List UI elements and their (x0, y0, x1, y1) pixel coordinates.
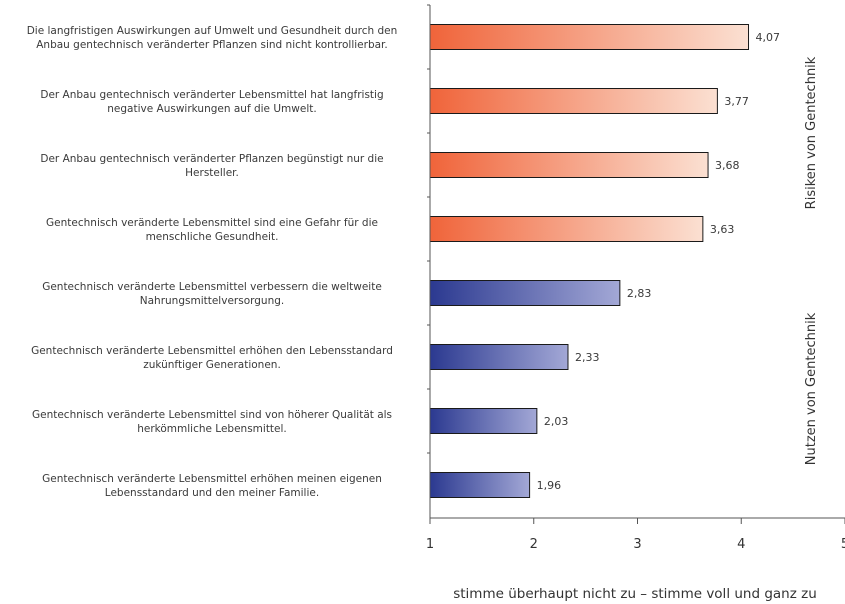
bar (429, 408, 538, 434)
category-label: Gentechnisch veränderte Lebensmittel sin… (32, 409, 392, 435)
group-label: Nutzen von Gentechnik (804, 312, 819, 465)
category-label-line: menschliche Gesundheit. (146, 231, 279, 243)
category-label-line: herkömmliche Lebensmittel. (137, 423, 287, 435)
bar (429, 216, 704, 242)
bar (429, 280, 621, 306)
category-label-line: Gentechnisch veränderte Lebensmittel sin… (32, 409, 392, 421)
value-label: 3,63 (710, 223, 735, 236)
category-label-line: Der Anbau gentechnisch veränderter Leben… (40, 89, 383, 101)
value-label: 3,77 (724, 95, 749, 108)
bar (429, 472, 531, 498)
bars-layer (429, 24, 750, 498)
category-label-line: Gentechnisch veränderte Lebensmittel ver… (42, 281, 382, 293)
x-axis-label: stimme überhaupt nicht zu – stimme voll … (453, 586, 817, 602)
category-label-line: Die langfristigen Auswirkungen auf Umwel… (27, 25, 398, 37)
value-label: 3,68 (715, 159, 740, 172)
bar (429, 344, 569, 370)
x-ticks: 1 2 3 4 5 (426, 4, 845, 552)
x-tick-label: 4 (737, 537, 745, 552)
category-label-line: Lebensstandard und den meiner Familie. (105, 487, 319, 499)
category-label-line: Gentechnisch veränderte Lebensmittel erh… (31, 345, 393, 357)
x-tick-label: 1 (426, 537, 434, 552)
category-label: Gentechnisch veränderte Lebensmittel erh… (31, 345, 393, 371)
bar (429, 88, 718, 114)
bar (429, 152, 709, 178)
category-label-line: Der Anbau gentechnisch veränderter Pflan… (40, 153, 383, 165)
category-label-line: Gentechnisch veränderte Lebensmittel sin… (46, 217, 378, 229)
value-label: 2,83 (627, 287, 652, 300)
x-tick-label: 3 (633, 537, 641, 552)
category-label: Die langfristigen Auswirkungen auf Umwel… (27, 25, 398, 51)
category-label: Gentechnisch veränderte Lebensmittel sin… (46, 217, 378, 243)
category-label-line: Hersteller. (185, 167, 239, 179)
category-label: Der Anbau gentechnisch veränderter Leben… (40, 89, 383, 115)
bar (429, 24, 750, 50)
value-label: 4,07 (756, 31, 781, 44)
value-label: 2,03 (544, 415, 569, 428)
category-labels: Die langfristigen Auswirkungen auf Umwel… (27, 25, 398, 499)
category-label: Der Anbau gentechnisch veränderter Pflan… (40, 153, 383, 179)
value-label: 1,96 (537, 479, 562, 492)
category-label-line: Gentechnisch veränderte Lebensmittel erh… (42, 473, 382, 485)
category-label-line: negative Auswirkungen auf die Umwelt. (107, 103, 316, 115)
category-label-line: Nahrungsmittelversorgung. (140, 295, 284, 307)
value-label: 2,33 (575, 351, 600, 364)
group-label: Risiken von Gentechnik (804, 56, 819, 209)
category-label-line: Anbau gentechnisch veränderter Pflanzen … (36, 39, 388, 51)
category-label: Gentechnisch veränderte Lebensmittel ver… (42, 281, 382, 307)
category-label: Gentechnisch veränderte Lebensmittel erh… (42, 473, 382, 499)
category-label-line: zukünftiger Generationen. (143, 359, 281, 371)
group-labels: Risiken von Gentechnik Nutzen von Gentech… (804, 56, 819, 465)
value-labels: 4,07 3,77 3,68 3,63 2,83 2,33 2,03 1,96 (537, 31, 780, 492)
x-tick-label: 5 (841, 537, 845, 552)
x-tick-label: 2 (530, 537, 538, 552)
